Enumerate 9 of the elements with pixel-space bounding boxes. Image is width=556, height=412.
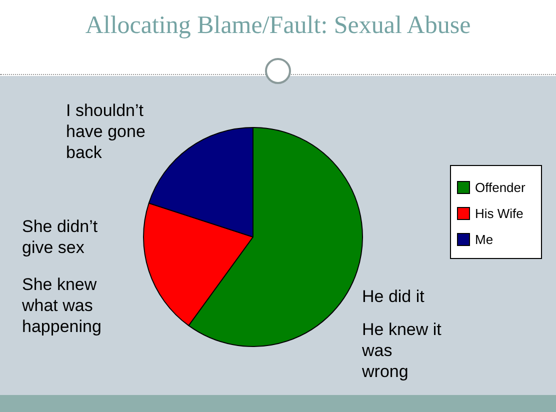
- text: I shouldn’t have gone back: [66, 100, 146, 163]
- chart-title: Allocating Blame/Fault: Sexual Abuse: [84, 12, 472, 40]
- text: She didn’t give sex: [22, 216, 99, 258]
- legend-label: His Wife: [475, 206, 524, 220]
- legend-label: Me: [475, 232, 494, 246]
- text: He did it: [362, 286, 426, 307]
- legend-label: Offender: [475, 180, 526, 194]
- text: She knew what was happening: [22, 274, 102, 337]
- text: He knew it was wrong: [362, 319, 442, 382]
